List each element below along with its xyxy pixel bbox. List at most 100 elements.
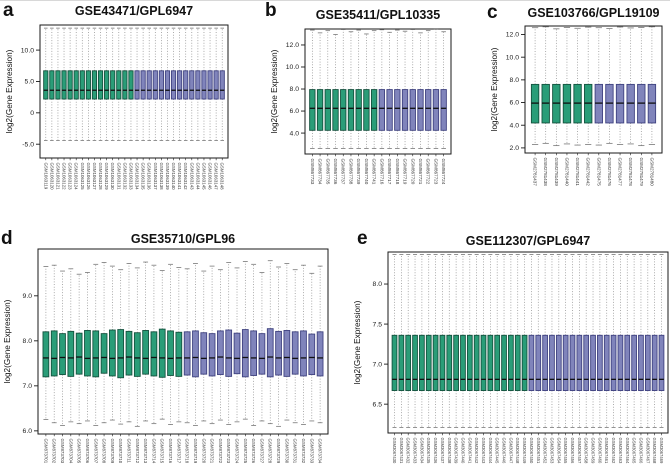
sample-label: GSM873728 [268, 439, 273, 464]
sample-label: GSM3067456 [570, 438, 575, 465]
sample-label: GSM1063121 [55, 163, 60, 191]
sample-label: GSM3067438 [447, 438, 452, 465]
box-GSM867739: GSM867739 [355, 29, 362, 185]
sample-label: GSM873727 [259, 439, 264, 464]
sample-label: GSM3067434 [419, 438, 424, 465]
sample-label: GSM873708 [102, 439, 107, 464]
y-tick-label: 6.0 [23, 428, 33, 435]
box-rect [85, 70, 91, 100]
box-GSM867724: GSM867724 [440, 31, 447, 185]
box-rect [308, 333, 316, 376]
sample-label: GSM3067462 [611, 438, 616, 465]
sample-label: GSM873726 [251, 439, 256, 464]
sample-label: GSM1063138 [159, 163, 164, 191]
sample-label: GSM867717 [387, 159, 392, 185]
box-rect [61, 70, 67, 100]
boxplot-panel-c: 2.0 4.0 6.0 8.0 10.0 12.0 log2(Gene Expression… [490, 25, 663, 187]
box-GSM3067439: GSM3067439 [453, 254, 459, 464]
sample-label: GSM3067444 [488, 438, 493, 465]
y-tick-label: 12.0 [286, 42, 299, 49]
box-rect [332, 89, 339, 131]
box-rect [217, 330, 224, 376]
box-rect [183, 331, 191, 376]
box-rect [398, 334, 405, 392]
box-rect [67, 70, 73, 100]
box-rect [651, 334, 658, 392]
y-tick-label: 8.0 [510, 77, 520, 84]
y-tick-label: 6.0 [510, 100, 520, 107]
sample-label: GSM873714 [151, 439, 156, 464]
sample-label: GSM873710 [118, 439, 123, 464]
sample-label: GSM2781441 [575, 158, 580, 187]
box-GSM1063145: GSM1063145 [201, 27, 207, 190]
box-GSM2781442: GSM2781442 [584, 26, 593, 187]
sample-label: GSM3067432 [406, 438, 411, 465]
y-tick-label: 0 [30, 110, 34, 117]
box-GSM873706: GSM873706 [84, 272, 91, 464]
sample-label: GSM867720 [410, 159, 415, 185]
sample-label: GSM873732 [301, 439, 306, 464]
box-rect [394, 89, 401, 131]
box-GSM873722: GSM873722 [217, 269, 224, 464]
y-tick-label: 2.0 [510, 145, 520, 152]
plot-frame-b [304, 28, 452, 155]
sample-label: GSM873711 [126, 439, 131, 464]
box-GSM3067450: GSM3067450 [528, 254, 535, 464]
sample-label: GSM873723 [226, 439, 231, 464]
box-rect [300, 330, 307, 377]
sample-label: GSM873707 [93, 439, 98, 464]
box-rect [316, 331, 324, 377]
box-rect [432, 334, 439, 392]
box-rect [487, 334, 494, 392]
box-rect [177, 70, 183, 100]
box-rect [150, 331, 158, 377]
sample-label: GSM1063141 [177, 163, 182, 191]
box-GSM1063143: GSM1063143 [189, 27, 195, 190]
sample-label: GSM873702 [52, 439, 57, 464]
box-GSM3067445: GSM3067445 [494, 254, 501, 464]
box-rect [597, 334, 603, 392]
sample-label: GSM3067458 [584, 438, 589, 465]
box-rect [192, 330, 199, 378]
sample-label: GSM2781476 [607, 158, 612, 187]
box-GSM3067469: GSM3067469 [658, 254, 665, 464]
plot-frame-c [524, 25, 663, 154]
box-GSM3067431: GSM3067431 [398, 254, 405, 464]
sample-label: GSM1063129 [104, 163, 109, 191]
box-GSM1063135: GSM1063135 [140, 27, 146, 190]
box-GSM873716: GSM873716 [167, 263, 174, 464]
sample-label: GSM2781439 [554, 158, 559, 187]
box-GSM873728: GSM873728 [266, 260, 274, 464]
box-rect [419, 334, 425, 392]
sample-label: GSM1063119 [43, 163, 48, 190]
box-GSM873725: GSM873725 [241, 261, 249, 464]
box-GSM1063142: GSM1063142 [183, 27, 189, 190]
sample-label: GSM873725 [243, 439, 248, 464]
box-GSM873729: GSM873729 [275, 266, 282, 464]
sample-label: GSM2781442 [586, 158, 591, 187]
sample-label: GSM873706 [85, 439, 90, 464]
sample-label: GSM867718 [395, 159, 400, 185]
box-GSM867733: GSM867733 [309, 29, 316, 185]
box-GSM3067440: GSM3067440 [460, 254, 466, 464]
plot-frame-a [39, 24, 229, 159]
sample-label: GSM1063146 [208, 163, 213, 191]
box-rect [412, 334, 418, 392]
box-GSM1063136: GSM1063136 [146, 27, 152, 190]
y-tick-label: 10.0 [286, 64, 299, 71]
box-GSM873717: GSM873717 [175, 267, 183, 464]
box-rect [309, 89, 316, 131]
box-GSM3067437: GSM3067437 [439, 254, 446, 464]
box-GSM1063127: GSM1063127 [91, 27, 98, 190]
sample-label: GSM873722 [218, 439, 223, 464]
box-rect [122, 70, 128, 100]
box-GSM873712: GSM873712 [133, 267, 141, 464]
sample-label: GSM3067461 [604, 438, 609, 465]
sample-label: GSM1063124 [74, 163, 79, 191]
box-rect [250, 330, 257, 376]
box-GSM3067456: GSM3067456 [569, 254, 576, 465]
sample-label: GSM3067467 [645, 438, 650, 465]
box-GSM873709: GSM873709 [109, 265, 116, 464]
box-GSM1063126: GSM1063126 [85, 27, 91, 190]
sample-label: GSM873719 [193, 439, 198, 464]
